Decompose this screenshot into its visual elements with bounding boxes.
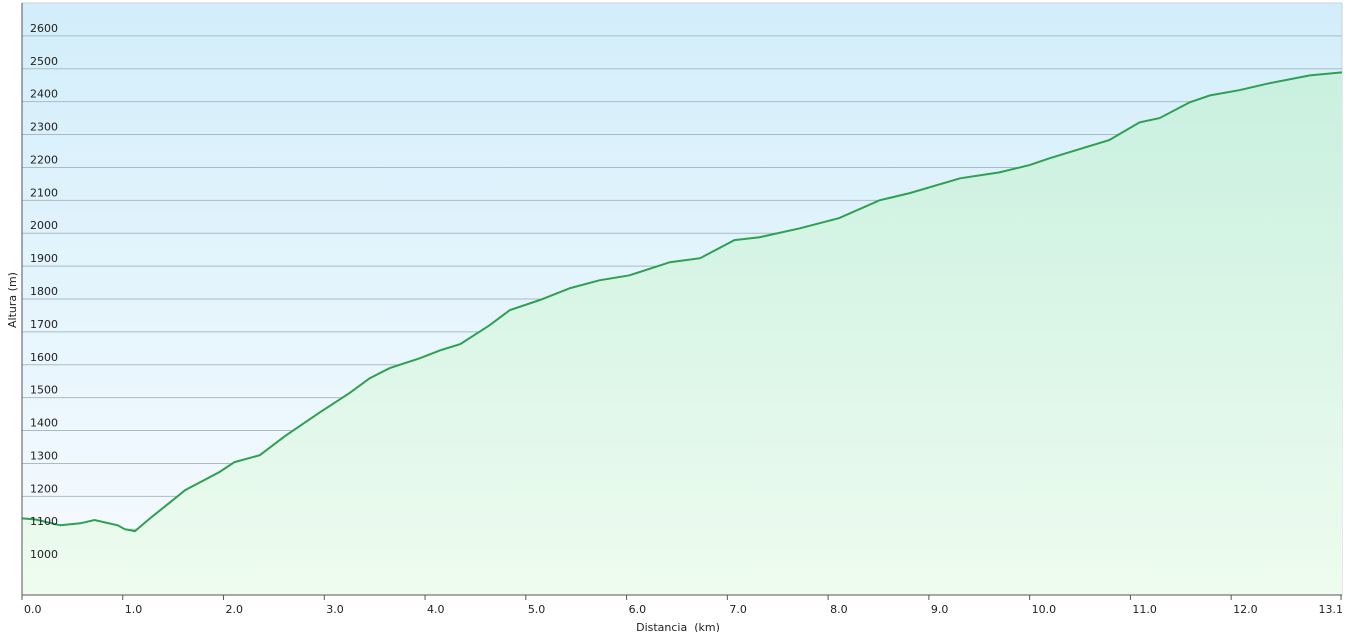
x-tick-label: 2.0 bbox=[226, 603, 244, 616]
y-tick-label: 2500 bbox=[30, 55, 58, 68]
y-axis-label: Altura (m) bbox=[6, 272, 19, 328]
elevation-line bbox=[21, 71, 1343, 533]
y-tick-label: 2100 bbox=[30, 186, 58, 199]
x-tick-label: 0.0 bbox=[24, 603, 42, 616]
x-tick-label: 3.0 bbox=[326, 603, 344, 616]
x-tick-label: 7.0 bbox=[729, 603, 747, 616]
x-tick-label: 8.0 bbox=[830, 603, 848, 616]
y-tick-label: 2200 bbox=[30, 153, 58, 166]
y-tick-label: 2000 bbox=[30, 219, 58, 232]
y-tick-label: 1300 bbox=[30, 449, 58, 462]
x-tick-label: 5.0 bbox=[528, 603, 546, 616]
x-tick-label: 11.0 bbox=[1132, 603, 1157, 616]
elevation-area bbox=[22, 72, 1342, 595]
y-tick-label: 2400 bbox=[30, 88, 58, 101]
y-tick-label: 2300 bbox=[30, 121, 58, 134]
y-tick-label: 1000 bbox=[30, 548, 58, 561]
x-tick-label: 10.0 bbox=[1032, 603, 1057, 616]
y-tick-label: 2600 bbox=[30, 22, 58, 35]
y-tick-label: 1800 bbox=[30, 285, 58, 298]
x-tick-label: 4.0 bbox=[427, 603, 445, 616]
x-tick-label: 1.0 bbox=[125, 603, 143, 616]
x-axis-label: Distancia (km) bbox=[636, 621, 720, 632]
y-tick-label: 1400 bbox=[30, 417, 58, 430]
x-tick-label: 6.0 bbox=[629, 603, 647, 616]
x-tick-label: 12.0 bbox=[1233, 603, 1258, 616]
y-tick-label: 1100 bbox=[30, 515, 58, 528]
x-tick-label: 9.0 bbox=[931, 603, 949, 616]
x-tick-label: 13.1 bbox=[1319, 603, 1344, 616]
y-tick-label: 1600 bbox=[30, 351, 58, 364]
y-tick-label: 1900 bbox=[30, 252, 58, 265]
y-tick-label: 1500 bbox=[30, 384, 58, 397]
y-tick-label: 1200 bbox=[30, 482, 58, 495]
y-tick-label: 1700 bbox=[30, 318, 58, 331]
